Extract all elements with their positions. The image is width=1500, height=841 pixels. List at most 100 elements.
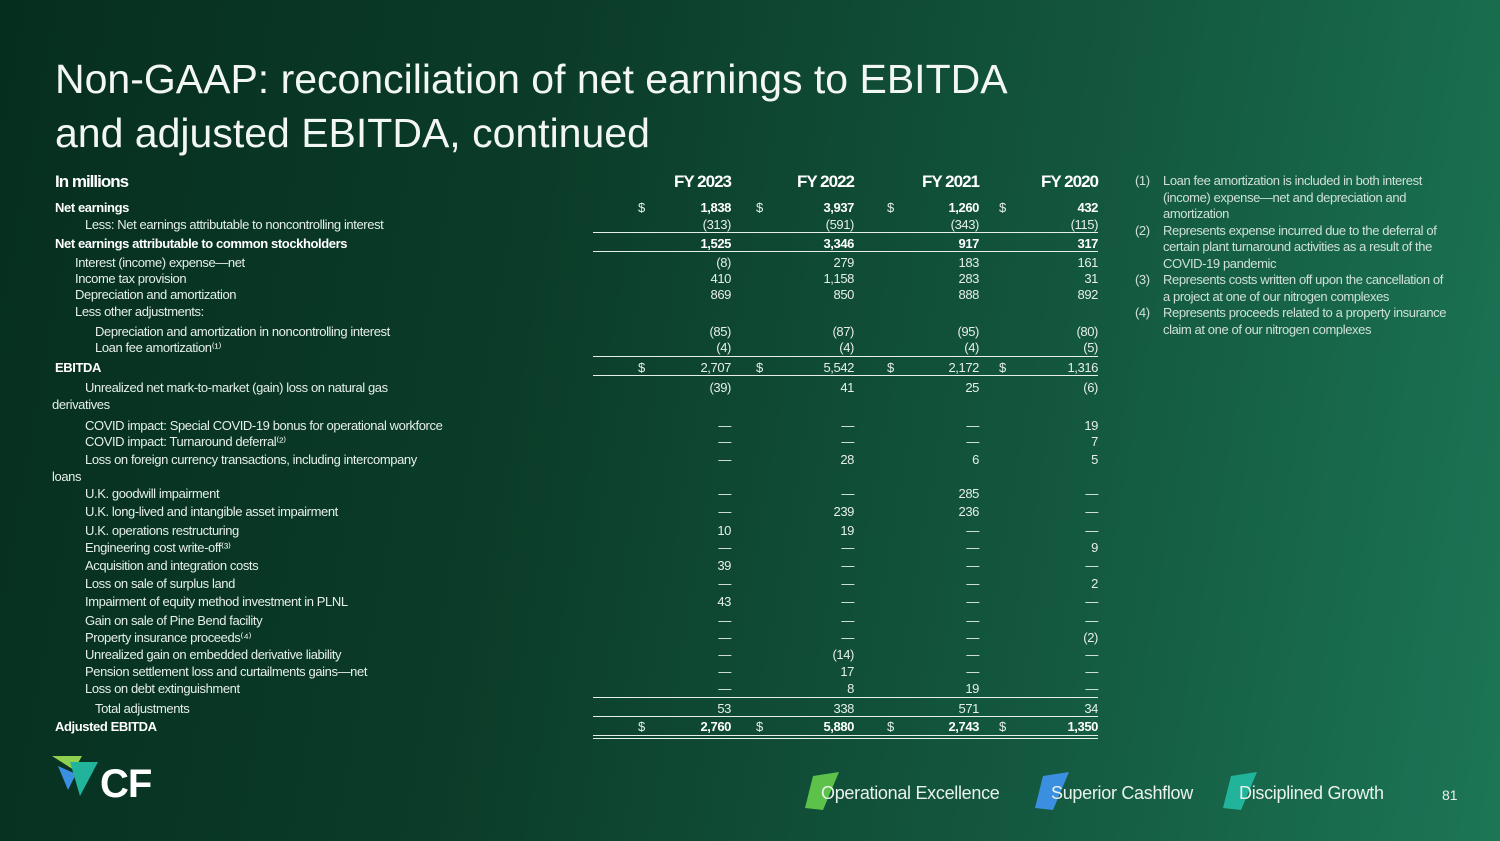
table-row: Loss on sale of surplus land — — — 2 <box>55 576 1105 592</box>
dollar-sign: $ <box>887 200 895 215</box>
row-label: Depreciation and amortization in noncont… <box>95 324 390 339</box>
dollar-sign: $ <box>887 719 895 734</box>
row-label: Net earnings <box>55 200 129 215</box>
table-cell: — <box>718 681 731 696</box>
footnote-text: Loan fee amortization is included in bot… <box>1163 173 1422 221</box>
table-row: COVID impact: Turnaround deferral⁽²⁾ — — — 7 <box>55 434 1105 450</box>
table-cell: 39 <box>717 558 731 573</box>
blue-slash-icon <box>1035 772 1069 810</box>
cf-logo-text: CF <box>100 762 152 806</box>
table-rule <box>593 232 1098 233</box>
table-row: EBITDA $2,707 $5,542 $2,172 $1,316 <box>55 360 1105 376</box>
cf-logo-icon <box>52 756 98 796</box>
dollar-sign: $ <box>638 360 646 375</box>
page-number: 81 <box>1442 787 1458 803</box>
row-label: Loan fee amortization⁽¹⁾ <box>95 340 222 355</box>
row-label: Impairment of equity method investment i… <box>85 594 348 609</box>
table-cell: 1,838 <box>700 200 731 215</box>
table-row: Loss on foreign currency transactions, i… <box>52 452 1105 484</box>
footnote: (1) Loan fee amortization is included in … <box>1135 173 1450 223</box>
table-rule <box>593 697 1098 698</box>
table-row: Loan fee amortization⁽¹⁾ (4) (4) (4) (5) <box>55 340 1105 356</box>
dollar-sign: $ <box>756 719 764 734</box>
table-cell: 28 <box>840 452 854 467</box>
table-cell: 1,525 <box>700 236 731 251</box>
table-cell: 2,172 <box>948 360 979 375</box>
table-cell: 34 <box>1084 701 1098 716</box>
column-header: FY 2023 <box>674 172 732 191</box>
table-cell: 3,937 <box>823 200 854 215</box>
dollar-sign: $ <box>999 719 1007 734</box>
table-cell: (85) <box>709 324 731 339</box>
row-label: Income tax provision <box>75 271 187 286</box>
table-cell: (4) <box>839 340 854 355</box>
table-cell: — <box>841 434 854 449</box>
table-cell: 5,880 <box>823 719 854 734</box>
table-cell: 2,743 <box>948 719 979 734</box>
row-label: Pension settlement loss and curtailments… <box>85 664 368 679</box>
table-cell: — <box>841 540 854 555</box>
table-rule <box>593 356 1098 357</box>
table-cell: — <box>966 630 979 645</box>
table-cell: — <box>718 647 731 662</box>
table-row: U.K. goodwill impairment — — 285 — <box>55 486 1105 502</box>
table-cell: — <box>841 613 854 628</box>
page-title-line-2: and adjusted EBITDA, continued <box>55 110 650 156</box>
table-cell: — <box>841 576 854 591</box>
table-cell: (14) <box>832 647 854 662</box>
table-cell: 25 <box>965 380 979 395</box>
row-label-continued: loans <box>52 469 82 484</box>
table-cell: (591) <box>825 217 855 232</box>
row-label: Loss on foreign currency transactions, i… <box>85 452 417 467</box>
green-slash-icon <box>805 772 839 810</box>
row-label: Unrealized net mark-to-market (gain) los… <box>85 380 388 395</box>
footnote-number: (4) <box>1135 305 1150 320</box>
row-label: Loss on sale of surplus land <box>85 576 235 591</box>
table-cell: (8) <box>716 255 731 270</box>
table-cell: — <box>966 558 979 573</box>
dollar-sign: $ <box>999 360 1007 375</box>
table-rule <box>593 716 1098 717</box>
table-rule <box>593 735 1098 736</box>
table-cell: — <box>966 594 979 609</box>
footnote-number: (2) <box>1135 222 1150 238</box>
table-cell: — <box>1085 558 1098 573</box>
footnote-text: Represents proceeds related to a propert… <box>1163 305 1447 337</box>
table-cell: — <box>841 594 854 609</box>
table-row: Adjusted EBITDA $2,760 $5,880 $2,743 $1,350 <box>55 719 1105 735</box>
row-label: Less: Net earnings attributable to nonco… <box>85 217 384 232</box>
table-cell: 183 <box>958 255 980 270</box>
table-cell: 19 <box>1084 418 1098 433</box>
table-rule <box>593 375 1098 376</box>
table-cell: — <box>966 434 979 449</box>
table-cell: — <box>718 486 731 501</box>
table-cell: — <box>841 418 854 433</box>
table-cell: — <box>718 664 731 679</box>
table-row: U.K. operations restructuring 10 19 — — <box>55 523 1105 539</box>
table-row: Unrealized gain on embedded derivative l… <box>55 647 1105 663</box>
table-cell: 1,316 <box>1067 360 1098 375</box>
table-row: Property insurance proceeds⁽⁴⁾ — — — (2) <box>55 630 1105 646</box>
table-cell: — <box>718 452 731 467</box>
table-cell: 888 <box>958 287 980 302</box>
table-row: Depreciation and amortization in noncont… <box>55 324 1105 340</box>
table-cell: 19 <box>965 681 979 696</box>
footnote: (4) Represents proceeds related to a prop… <box>1135 305 1450 338</box>
table-cell: 239 <box>833 504 855 519</box>
table-cell: 7 <box>1091 434 1098 449</box>
table-cell: 41 <box>840 380 854 395</box>
table-row: Impairment of equity method investment i… <box>55 594 1105 610</box>
table-cell: 338 <box>833 701 855 716</box>
teal-slash-icon <box>1223 772 1257 810</box>
table-rule <box>593 251 1098 252</box>
table-header-row: In millions FY 2023 FY 2022 FY 2021 FY 2… <box>55 172 1105 194</box>
table-cell: 432 <box>1077 200 1099 215</box>
table-cell: 3,346 <box>823 236 854 251</box>
footnote-text: Represents expense incurred due to the d… <box>1163 222 1437 271</box>
table-cell: 5,542 <box>823 360 854 375</box>
table-cell: — <box>841 486 854 501</box>
table-cell: 5 <box>1091 452 1098 467</box>
table-cell: 1,260 <box>948 200 979 215</box>
table-cell: — <box>718 630 731 645</box>
table-cell: 43 <box>717 594 731 609</box>
